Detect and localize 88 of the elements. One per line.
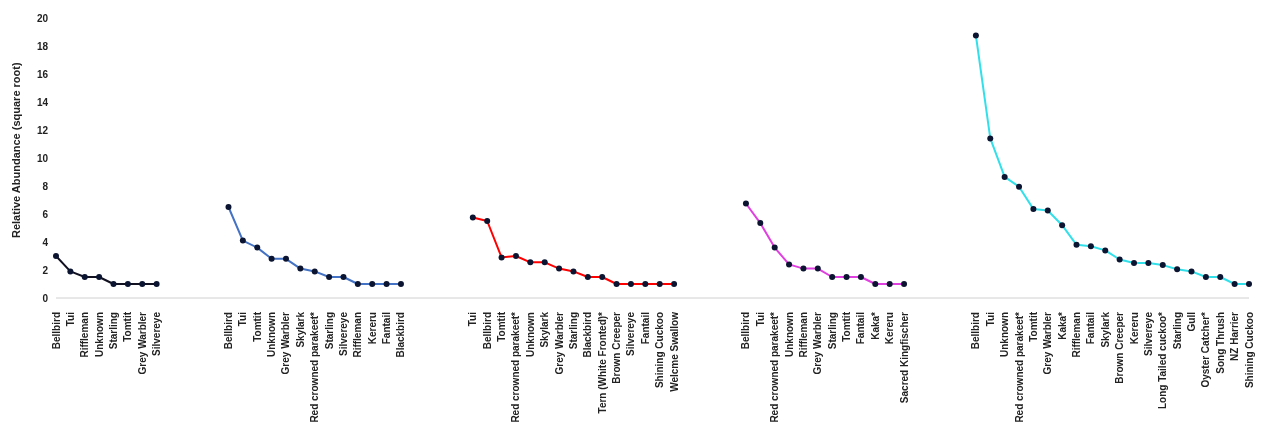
point: [81, 274, 88, 280]
x-tick-label: Tomtit: [496, 311, 508, 342]
x-tick-label: Oyster Catcher*: [1200, 311, 1212, 388]
x-tick-label: Silvereye: [1142, 311, 1154, 356]
x-tick-label: Bellbird: [970, 312, 982, 350]
x-tick-label: Unknown: [266, 312, 278, 357]
x-tick-label: Red crowned parakeet*: [1013, 311, 1025, 423]
x-tick-label: Kereru: [366, 312, 378, 345]
x-tick-label: Grey Warbler: [553, 311, 565, 375]
x-tick-label: Long Tailed cuckoo*: [1157, 311, 1169, 410]
y-tick-label: 0: [42, 292, 49, 304]
x-tick-label: Kaka*: [869, 311, 881, 340]
x-tick-label: Red crowned parakeet*: [769, 311, 781, 423]
x-tick-label: Tomtit: [122, 311, 134, 342]
point: [124, 281, 131, 287]
y-tick-label: 12: [36, 124, 49, 136]
x-tick-label: Unknown: [999, 312, 1011, 357]
point: [67, 268, 74, 275]
x-tick-label: Grey Warbler: [280, 311, 292, 375]
x-tick-label: Bellbird: [50, 312, 62, 350]
x-tick-label: Riffleman: [1071, 312, 1083, 358]
x-tick-label: Kereru: [1128, 312, 1140, 345]
x-tick-label: Bellbird: [740, 312, 752, 350]
x-tick-label: Starling: [323, 312, 335, 350]
x-tick-label: Grey Warbler: [136, 311, 148, 375]
x-tick-label: Skylark: [294, 311, 306, 348]
x-tick-label: Riffleman: [352, 312, 364, 358]
y-tick-label: 10: [36, 152, 49, 164]
x-tick-label: Fantail: [381, 311, 393, 345]
x-tick-label: Silvereye: [151, 311, 163, 356]
x-tick-label: Starling: [826, 312, 838, 350]
point: [139, 281, 146, 287]
x-tick-label: Riffleman: [79, 312, 91, 358]
x-tick-label: Grey Warbler: [812, 311, 824, 375]
x-tick-label: Sacred Kingfischer: [898, 311, 910, 404]
x-tick-label: Starling: [567, 312, 579, 350]
x-tick-label: Tomtit: [841, 311, 853, 342]
y-tick-label: 18: [36, 40, 49, 52]
x-tick-label: Kereru: [884, 312, 896, 345]
x-tick-label: Red crowned parakeet*: [510, 311, 522, 423]
y-tick-label: 4: [42, 236, 49, 248]
x-tick-label: Gull: [1186, 311, 1198, 332]
x-tick-label: Silvereye: [625, 311, 637, 356]
x-tick-label: Shining Cuckoo: [1243, 312, 1255, 389]
x-tick-label: Tui: [984, 311, 996, 327]
x-tick-label: Brown Creeper: [611, 311, 623, 384]
x-tick-label: Tui: [237, 311, 249, 327]
x-tick-label: Bellbird: [481, 312, 493, 350]
x-tick-label: Unknown: [93, 312, 105, 357]
point: [110, 281, 117, 287]
x-tick-label: Shining Cuckoo: [654, 312, 666, 389]
x-tick-label: Blackbird: [395, 312, 407, 358]
y-tick-label: 16: [36, 68, 49, 80]
y-tick-label: 6: [42, 208, 49, 220]
x-tick-label: Tui: [467, 311, 479, 327]
x-tick-label: Skylark: [1099, 311, 1111, 348]
x-tick-label: Fantail: [639, 311, 651, 345]
x-tick-label: Riffleman: [797, 312, 809, 358]
x-tick-label: Grey Warbler: [1042, 311, 1054, 375]
y-tick-label: 14: [36, 96, 49, 108]
x-tick-label: Starling: [107, 312, 119, 350]
x-tick-label: NZ Harrier: [1229, 311, 1241, 361]
x-tick-label: Skylark: [539, 311, 551, 348]
x-tick-label: Kaka*: [1056, 311, 1068, 340]
x-tick-label: Tomtit: [1027, 311, 1039, 342]
y-tick-label: 8: [42, 180, 49, 192]
x-tick-label: Tui: [64, 311, 76, 327]
x-tick-label: Unknown: [524, 312, 536, 357]
x-tick-label: Bellbird: [222, 312, 234, 350]
x-tick-label: Song Thrush: [1214, 312, 1226, 374]
point: [153, 281, 160, 287]
y-tick-label: 2: [42, 264, 49, 276]
x-tick-label: Blackbird: [582, 312, 594, 358]
point: [53, 253, 59, 259]
y-axis-title: Relative Abundance (square root): [9, 62, 22, 238]
x-tick-label: Brown Creeper: [1114, 311, 1126, 384]
x-tick-label: Red crowned parakeet*: [309, 311, 321, 423]
x-tick-label: Welcme Swallow: [668, 311, 680, 392]
x-tick-label: Fantail: [855, 311, 867, 345]
x-tick-label: Tui: [754, 311, 766, 327]
x-tick-label: Tomtit: [251, 311, 263, 342]
x-tick-label: Starling: [1171, 312, 1183, 350]
y-tick-label: 20: [36, 12, 49, 24]
x-tick-label: Fantail: [1085, 311, 1097, 345]
point: [96, 274, 103, 280]
x-tick-label: Unknown: [783, 312, 795, 357]
x-tick-label: Tern (White Fronted)*: [596, 311, 608, 414]
x-tick-label: Silvereye: [337, 311, 349, 356]
